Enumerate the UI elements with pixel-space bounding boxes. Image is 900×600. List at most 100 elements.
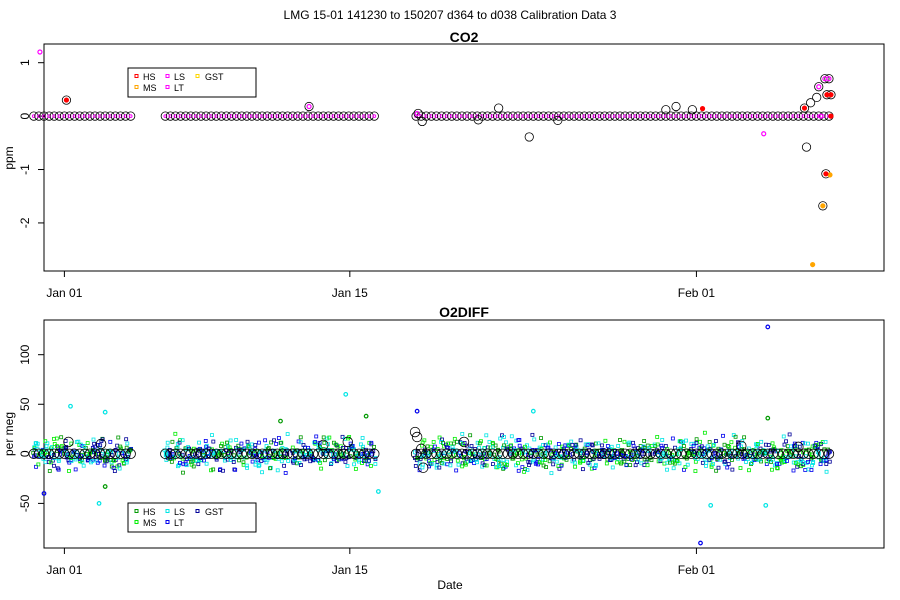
o2diff-mean-circle bbox=[165, 448, 176, 460]
o2diff-data-point bbox=[313, 440, 318, 444]
co2-mean-circle bbox=[696, 111, 707, 121]
o2diff-outlier-circle bbox=[318, 439, 329, 451]
o2diff-data-point bbox=[236, 443, 241, 448]
o2diff-data-point bbox=[286, 458, 291, 463]
co2-mean-circle bbox=[472, 111, 482, 121]
o2diff-data-point bbox=[263, 438, 268, 443]
o2diff-mean-circle bbox=[548, 448, 559, 460]
o2diff-mean-circle bbox=[277, 448, 288, 460]
o2diff-data-point bbox=[482, 463, 487, 467]
co2-mean-circle bbox=[752, 111, 763, 121]
o2diff-data-point bbox=[85, 441, 90, 445]
o2diff-data-point bbox=[517, 438, 522, 442]
o2diff-data-point bbox=[680, 439, 685, 444]
o2diff-data-point bbox=[76, 439, 81, 444]
co2-mean-circle bbox=[462, 111, 472, 121]
co2-mean-circle bbox=[661, 111, 671, 121]
o2diff-data-point bbox=[498, 436, 503, 441]
o2diff-data-point bbox=[81, 463, 86, 468]
co2-data-point bbox=[658, 114, 663, 119]
co2-data-point bbox=[321, 114, 326, 119]
o2diff-data-point bbox=[59, 435, 64, 440]
o2diff-data-point bbox=[782, 458, 787, 463]
co2-mean-circle bbox=[196, 111, 206, 121]
co2-mean-circle bbox=[364, 111, 374, 121]
o2diff-data-point bbox=[823, 439, 828, 444]
co2-outlier-circle bbox=[494, 103, 504, 113]
co2-data-point bbox=[98, 114, 102, 119]
o2diff-data-point bbox=[449, 459, 453, 464]
co2-data-point bbox=[239, 114, 244, 119]
o2diff-data-point bbox=[353, 466, 358, 471]
o2diff-data-point bbox=[723, 459, 728, 464]
o2diff-data-point bbox=[782, 442, 787, 447]
co2-outlier-circle bbox=[413, 108, 423, 119]
co2-mean-circle bbox=[431, 111, 442, 121]
o2diff-mean-circle bbox=[798, 448, 809, 460]
o2diff-data-point bbox=[263, 455, 268, 460]
o2diff-data-point bbox=[253, 462, 258, 467]
o2diff-data-point bbox=[319, 466, 324, 471]
o2diff-mean-circle bbox=[528, 448, 539, 460]
o2diff-outlier-circle bbox=[63, 436, 74, 448]
co2-data-point bbox=[709, 114, 714, 119]
co2-legend-label-ms: MS bbox=[143, 83, 157, 93]
o2diff-mean-circle bbox=[105, 448, 116, 460]
co2-mean-circle bbox=[85, 111, 95, 121]
o2diff-data-point bbox=[785, 459, 789, 463]
o2diff-mean-circle bbox=[89, 448, 101, 460]
o2diff-data-point bbox=[181, 470, 185, 475]
x-axis-label: Date bbox=[437, 578, 463, 592]
o2diff-data-point bbox=[242, 455, 247, 460]
o2diff-mean-circle bbox=[338, 448, 349, 460]
o2diff-mean-circle bbox=[558, 448, 570, 460]
o2diff-mean-circle bbox=[665, 448, 677, 460]
o2diff-data-point bbox=[45, 441, 50, 446]
o2diff-data-point bbox=[272, 438, 276, 443]
o2diff-data-point bbox=[784, 439, 788, 444]
o2diff-data-point bbox=[245, 465, 249, 470]
co2-data-point bbox=[183, 114, 188, 119]
co2-data-point bbox=[643, 114, 648, 119]
o2diff-mean-circle bbox=[287, 448, 298, 460]
co2-data-point bbox=[77, 114, 82, 119]
o2diff-data-point bbox=[554, 459, 559, 464]
o2diff-data-point bbox=[80, 460, 85, 465]
o2diff-data-point bbox=[622, 459, 627, 464]
o2diff-data-point bbox=[558, 454, 563, 459]
o2diff-data-point bbox=[322, 458, 327, 463]
o2diff-mean-circle bbox=[579, 448, 590, 460]
o2diff-x-tick-label: Jan 01 bbox=[46, 563, 82, 577]
o2diff-mean-circle bbox=[604, 448, 615, 460]
o2diff-data-point bbox=[484, 433, 489, 438]
o2diff-data-point bbox=[566, 442, 571, 447]
o2diff-data-point bbox=[803, 468, 808, 472]
o2diff-y-tick-label: 50 bbox=[18, 397, 32, 411]
co2-mean-circle bbox=[742, 111, 752, 121]
co2-mean-circle bbox=[594, 111, 605, 121]
o2diff-data-point bbox=[177, 462, 181, 467]
o2diff-data-point bbox=[279, 459, 284, 464]
o2diff-data-point bbox=[296, 439, 301, 444]
o2diff-data-point bbox=[422, 438, 427, 443]
o2diff-data-point bbox=[684, 438, 688, 443]
co2-data-point bbox=[290, 114, 295, 119]
o2diff-data-point bbox=[739, 444, 744, 449]
co2-mean-circle bbox=[691, 111, 702, 121]
co2-legend: HS MS LS LT GST bbox=[127, 67, 257, 98]
co2-legend-label-hs: HS bbox=[143, 72, 156, 82]
o2diff-data-point bbox=[254, 459, 258, 464]
o2diff-data-point bbox=[746, 446, 751, 451]
o2diff-data-point bbox=[504, 440, 508, 445]
co2-data-point bbox=[128, 114, 133, 119]
co2-mean-circle bbox=[272, 111, 283, 121]
o2diff-mean-circle bbox=[99, 448, 111, 460]
o2diff-data-point bbox=[797, 444, 802, 449]
o2diff-data-point bbox=[362, 451, 367, 456]
o2diff-data-point bbox=[47, 469, 52, 473]
o2diff-data-point bbox=[184, 463, 189, 468]
o2diff-data-point bbox=[490, 440, 495, 445]
o2diff-data-point bbox=[124, 437, 129, 442]
co2-mean-circle bbox=[29, 111, 39, 121]
co2-data-point bbox=[582, 114, 587, 119]
